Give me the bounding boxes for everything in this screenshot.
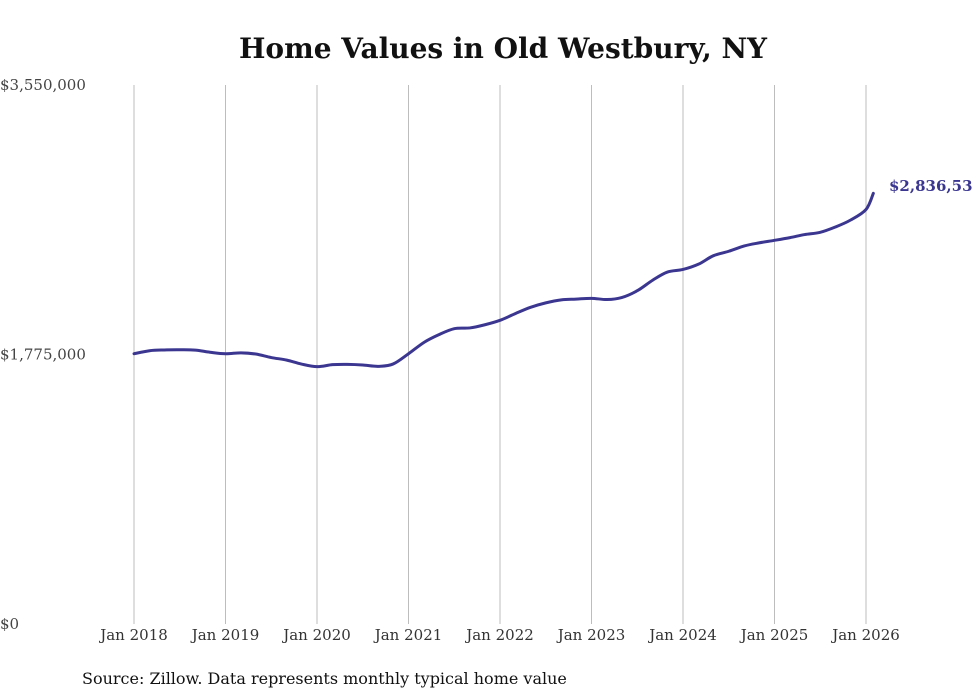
last-value-label: $2,836,53 — [889, 177, 973, 195]
x-tick-label: Jan 2022 — [464, 626, 534, 644]
y-tick-label: $0 — [0, 615, 19, 633]
x-tick-label: Jan 2019 — [190, 626, 260, 644]
x-axis-tick-labels: Jan 2018 Jan 2019 Jan 2020 Jan 2021 Jan 2022… — [98, 626, 900, 644]
x-tick-label: Jan 2025 — [739, 626, 809, 644]
series-line-1 — [132, 191, 875, 369]
y-tick-label: $1,775,000 — [0, 346, 86, 364]
x-tick-label: Jan 2020 — [281, 626, 351, 644]
y-axis-tick-labels: $0 $1,775,000 $3,550,000 — [0, 76, 86, 633]
source-note: Source: Zillow. Data represents monthly … — [82, 669, 567, 688]
vertical-gridlines — [133, 85, 867, 624]
x-tick-label: Jan 2021 — [373, 626, 443, 644]
x-tick-label: Jan 2023 — [556, 626, 626, 644]
x-tick-label: Jan 2026 — [830, 626, 900, 644]
x-tick-label: Jan 2018 — [98, 626, 168, 644]
x-tick-label: Jan 2024 — [647, 626, 717, 644]
chart-title: Home Values in Old Westbury, NY — [239, 32, 768, 65]
series-layer — [132, 191, 875, 369]
y-tick-label: $3,550,000 — [0, 76, 86, 94]
